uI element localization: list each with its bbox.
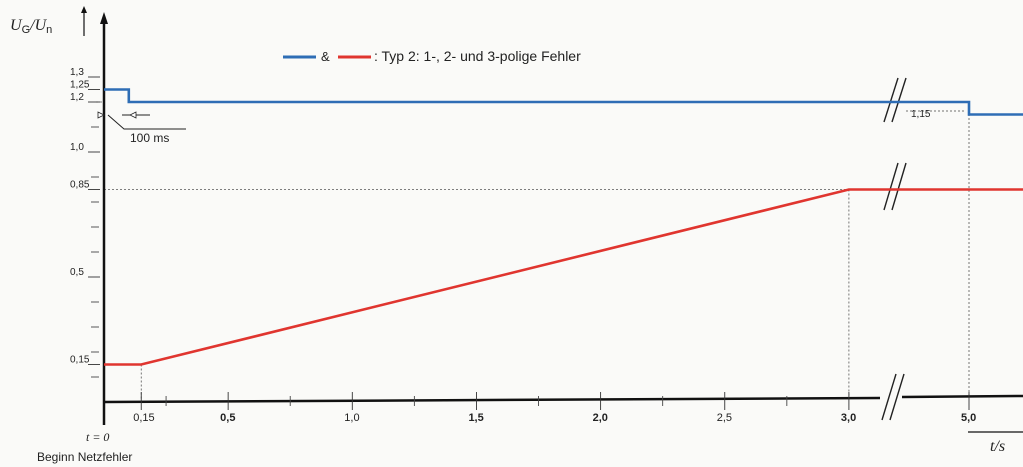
x-tick-label: 1,5: [468, 412, 483, 424]
y-tick-label: 0,15: [70, 355, 90, 366]
y-axis-arrow-icon: [100, 12, 108, 24]
annotation-115-label: 1,15: [911, 109, 931, 120]
break-axis-icon: [881, 373, 905, 421]
y-tick-label: 1,2: [70, 92, 84, 103]
x-tick-label: 1,0: [344, 412, 359, 424]
legend: & : Typ 2: 1-, 2- und 3-polige Fehler: [283, 48, 581, 64]
legend-text: : Typ 2: 1-, 2- und 3-polige Fehler: [374, 48, 581, 64]
x-tick-label: 5,0: [961, 412, 976, 424]
origin-caption: Beginn Netzfehler: [37, 450, 132, 464]
x-tick-label: 0,5: [220, 412, 235, 424]
arrow-right-icon: [97, 111, 105, 119]
x-axis-right: [901, 394, 1023, 399]
arrow-left-icon: [129, 111, 137, 119]
y-tick-label: 0,85: [70, 180, 90, 191]
series-line-lower: [104, 188, 1023, 366]
annotation-100ms: 100 ms: [97, 111, 186, 145]
y-axis-label: UG/Un: [10, 17, 52, 36]
x-tick-label: 2,5: [717, 412, 732, 424]
break-upper-icon: [883, 77, 907, 123]
axes: [81, 6, 1023, 433]
x-axis: [103, 396, 881, 404]
origin-label: t = 0: [86, 430, 109, 444]
x-axis-label: t/s: [990, 438, 1005, 455]
series: [104, 88, 1023, 366]
y-tick-label: 1,25: [70, 80, 90, 91]
guide-lines: [96, 101, 970, 402]
x-tick-label: 0,15: [133, 412, 154, 424]
annotation-115: 1,15: [906, 109, 966, 120]
y-label-arrowhead-icon: [81, 6, 87, 13]
y-tick-label: 1,0: [70, 142, 84, 153]
y-tick-label: 0,5: [70, 267, 84, 278]
series-line-upper: [104, 88, 1023, 116]
axis-breaks: [881, 77, 907, 421]
y-tick-label: 1,3: [70, 67, 84, 78]
legend-amp: &: [321, 49, 330, 64]
x-tick-label: 3,0: [841, 412, 856, 424]
ticks: 1,3 1,251,2 1,0 0,85 0,5 0,15 0,15 0,5 1,0 1,5 2,0…: [70, 67, 976, 424]
x-tick-label: 2,0: [593, 412, 608, 424]
annotation-100ms-label: 100 ms: [130, 131, 169, 145]
break-middle-icon: [883, 162, 907, 211]
